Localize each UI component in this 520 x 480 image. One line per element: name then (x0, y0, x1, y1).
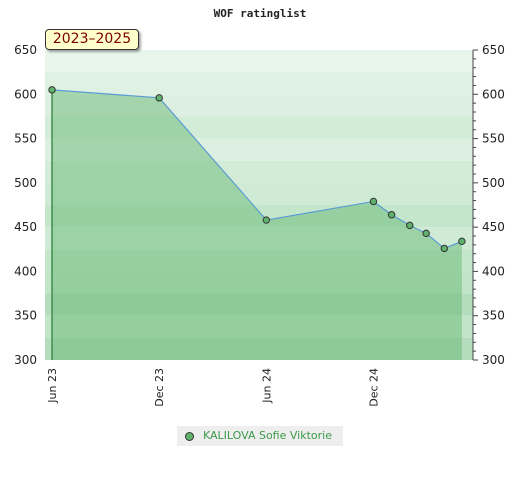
series-area (52, 89, 462, 360)
data-point (422, 229, 430, 238)
y-tick-label-left: 550 (14, 132, 37, 146)
area-layer (51, 89, 462, 360)
points-layer (48, 86, 466, 253)
y-tick-label-left: 650 (14, 43, 37, 57)
data-point (155, 94, 163, 102)
grid-band (45, 138, 473, 161)
y-tick-label-right: 550 (482, 132, 505, 146)
legend-marker (185, 432, 194, 441)
grid-band (45, 271, 473, 294)
y-tick-label-left: 500 (14, 176, 37, 190)
y-tick-label-right: 600 (482, 87, 505, 101)
grid-band (45, 227, 473, 250)
chart-title: WOF ratinglist (214, 7, 307, 20)
data-point (387, 211, 396, 219)
grid-band (45, 160, 473, 183)
y-tick-label-right: 350 (482, 309, 505, 323)
grid-band (45, 116, 473, 139)
x-tick-label: Dec 23 (153, 368, 166, 407)
period-label: 2023–2025 (52, 31, 132, 47)
axes-layer: 300 300 350 350 400 400 450 450 500 500 550 550 600 6… (14, 43, 505, 407)
y-tick-label-right: 500 (482, 176, 505, 190)
data-point (369, 197, 378, 206)
data-point (48, 86, 56, 94)
legend[interactable]: KALILOVA Sofie Viktorie (177, 426, 343, 446)
data-point (458, 237, 466, 246)
y-tick-label-left: 600 (14, 87, 37, 101)
background-bands (45, 50, 473, 360)
grid-band (45, 72, 473, 95)
data-point (262, 216, 271, 224)
grid-band (45, 337, 473, 360)
y-tick-label-right: 300 (482, 353, 505, 367)
y-tick-label-left: 450 (14, 220, 37, 234)
grid-band (45, 182, 473, 205)
x-tick-label: Jun 24 (260, 368, 273, 404)
y-tick-label-left: 350 (14, 309, 37, 323)
x-tick-label: Jun 23 (46, 368, 59, 404)
data-point (406, 221, 414, 230)
legend-label-series: KALILOVA Sofie Viktorie (203, 429, 332, 442)
y-tick-label-right: 400 (482, 264, 505, 278)
data-point (440, 244, 449, 253)
grid-band (45, 205, 473, 228)
grid-band (45, 315, 473, 338)
period-badge: 2023–2025 (45, 29, 139, 50)
grid-band (45, 50, 473, 73)
grid-band (45, 293, 473, 316)
y-tick-label-left: 400 (14, 264, 37, 278)
y-tick-label-right: 450 (482, 220, 505, 234)
y-tick-label-right: 650 (482, 43, 505, 57)
grid-band (45, 249, 473, 272)
x-tick-label: Dec 24 (367, 368, 380, 407)
y-tick-label-left: 300 (14, 353, 37, 367)
grid-band (45, 94, 473, 117)
